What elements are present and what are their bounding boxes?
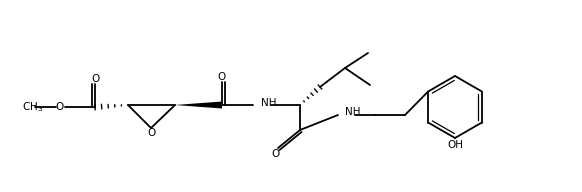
Text: O: O	[56, 102, 64, 112]
Polygon shape	[175, 102, 222, 108]
Text: O: O	[147, 128, 155, 138]
Text: NH: NH	[345, 107, 360, 117]
Text: O: O	[91, 74, 99, 84]
Text: O: O	[271, 149, 279, 159]
Text: NH: NH	[261, 98, 276, 108]
Text: $\mathregular{CH_3}$: $\mathregular{CH_3}$	[22, 100, 43, 114]
Text: O: O	[218, 72, 226, 82]
Text: OH: OH	[447, 140, 463, 150]
